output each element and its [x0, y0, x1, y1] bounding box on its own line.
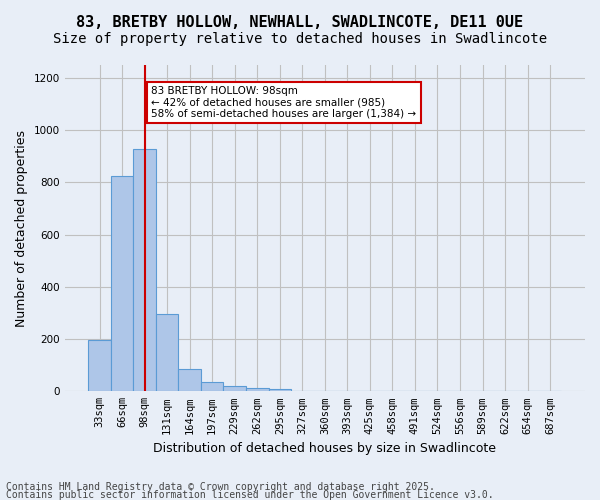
Bar — [269, 389, 291, 392]
Text: 83 BRETBY HOLLOW: 98sqm
← 42% of detached houses are smaller (985)
58% of semi-d: 83 BRETBY HOLLOW: 98sqm ← 42% of detache… — [151, 86, 416, 119]
Bar — [223, 386, 246, 392]
Text: 83, BRETBY HOLLOW, NEWHALL, SWADLINCOTE, DE11 0UE: 83, BRETBY HOLLOW, NEWHALL, SWADLINCOTE,… — [76, 15, 524, 30]
X-axis label: Distribution of detached houses by size in Swadlincote: Distribution of detached houses by size … — [154, 442, 496, 455]
Bar — [88, 340, 111, 392]
Bar — [178, 369, 201, 392]
Text: Contains HM Land Registry data © Crown copyright and database right 2025.: Contains HM Land Registry data © Crown c… — [6, 482, 435, 492]
Bar — [111, 176, 133, 392]
Text: Contains public sector information licensed under the Open Government Licence v3: Contains public sector information licen… — [6, 490, 494, 500]
Bar — [201, 382, 223, 392]
Bar — [133, 148, 156, 392]
Bar — [156, 314, 178, 392]
Bar — [246, 388, 269, 392]
Y-axis label: Number of detached properties: Number of detached properties — [15, 130, 28, 326]
Text: Size of property relative to detached houses in Swadlincote: Size of property relative to detached ho… — [53, 32, 547, 46]
